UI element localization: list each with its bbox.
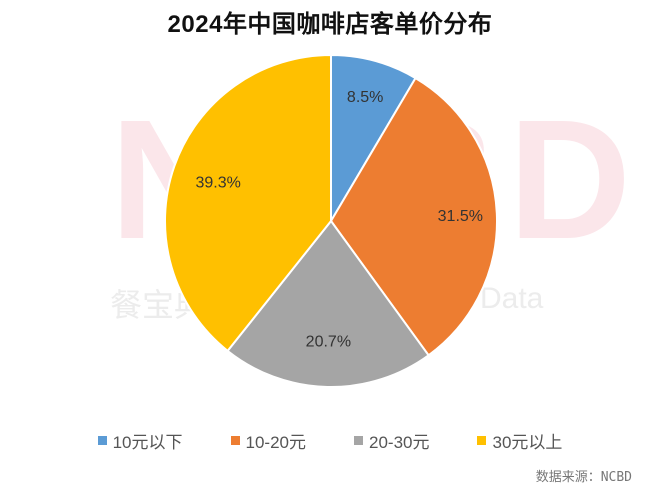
pie-slice-3 — [164, 53, 332, 353]
pie-labels: 8.5% 31.5% 20.7% 39.3% — [195, 89, 483, 350]
legend-swatch-icon — [477, 436, 487, 445]
legend-label: 30元以上 — [492, 433, 563, 452]
legend-item-20-30: 20-30元 — [354, 428, 429, 453]
legend-item-under-10: 10元以下 — [97, 428, 183, 453]
watermark-right-text: Data — [480, 282, 544, 315]
legend-label: 10元以下 — [112, 433, 183, 452]
legend-swatch-icon — [230, 436, 240, 445]
pie-slice-1 — [329, 76, 498, 357]
pie-slice-2 — [226, 219, 430, 388]
legend-label: 10-20元 — [245, 433, 306, 452]
slice-label: 31.5% — [438, 208, 483, 225]
legend-swatch-icon — [97, 436, 107, 445]
slice-label: 39.3% — [195, 175, 240, 192]
slice-label: 20.7% — [306, 333, 351, 350]
legend-swatch-icon — [354, 436, 363, 445]
chart-title: 2024年中国咖啡店客单价分布 — [167, 11, 493, 38]
legend-item-10-20: 10-20元 — [230, 428, 306, 453]
legend-item-over-30: 30元以上 — [477, 428, 562, 453]
legend: 10元以下 10-20元 20-30元 30元以上 — [0, 428, 660, 453]
pie-slices — [164, 53, 498, 388]
pie-slice-0 — [330, 53, 417, 225]
slice-label: 8.5% — [347, 89, 383, 106]
data-source: 数据来源：NCBD — [535, 470, 632, 485]
legend-label: 20-30元 — [369, 433, 430, 452]
